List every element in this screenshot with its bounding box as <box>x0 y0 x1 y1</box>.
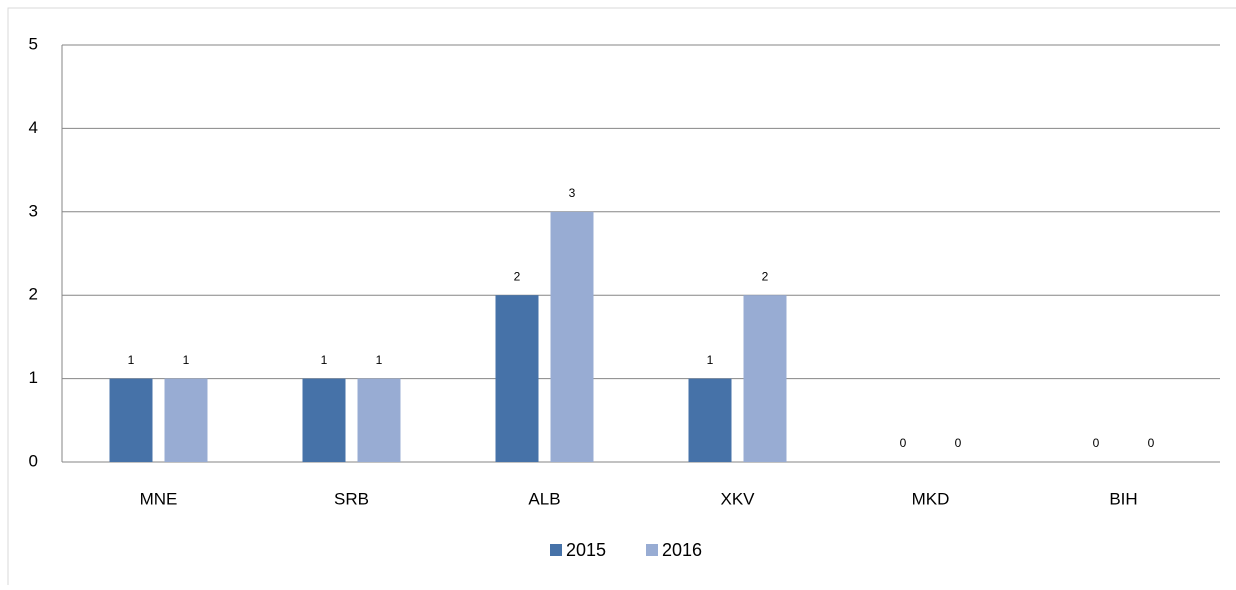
data-label: 1 <box>128 353 135 367</box>
data-label: 1 <box>376 353 383 367</box>
x-tick-label: MNE <box>140 489 178 508</box>
bar <box>550 211 594 462</box>
y-tick-label: 0 <box>29 451 38 470</box>
bar <box>357 378 401 462</box>
x-tick-label: BIH <box>1109 489 1137 508</box>
bar <box>688 378 732 462</box>
y-tick-label: 2 <box>29 285 38 304</box>
legend-swatch <box>646 544 658 556</box>
data-label: 0 <box>1093 436 1100 450</box>
bar <box>164 378 208 462</box>
y-tick-label: 1 <box>29 368 38 387</box>
data-label: 3 <box>569 186 576 200</box>
y-tick-label: 3 <box>29 201 38 220</box>
x-tick-label: XKV <box>720 489 755 508</box>
bar <box>495 295 539 462</box>
data-label: 1 <box>183 353 190 367</box>
legend-label: 2016 <box>662 540 702 560</box>
legend-label: 2015 <box>566 540 606 560</box>
data-label: 2 <box>514 269 521 283</box>
data-label: 1 <box>321 353 328 367</box>
data-label: 0 <box>1148 436 1155 450</box>
bar <box>302 378 346 462</box>
y-tick-label: 5 <box>29 34 38 53</box>
data-label: 0 <box>955 436 962 450</box>
y-tick-label: 4 <box>29 118 38 137</box>
data-label: 2 <box>762 269 769 283</box>
legend-swatch <box>550 544 562 556</box>
x-tick-label: MKD <box>912 489 950 508</box>
bar <box>109 378 153 462</box>
data-label: 1 <box>707 353 714 367</box>
x-tick-label: SRB <box>334 489 369 508</box>
x-tick-label: ALB <box>528 489 560 508</box>
bar <box>743 295 787 462</box>
data-label: 0 <box>900 436 907 450</box>
chart-border <box>7 7 1236 590</box>
